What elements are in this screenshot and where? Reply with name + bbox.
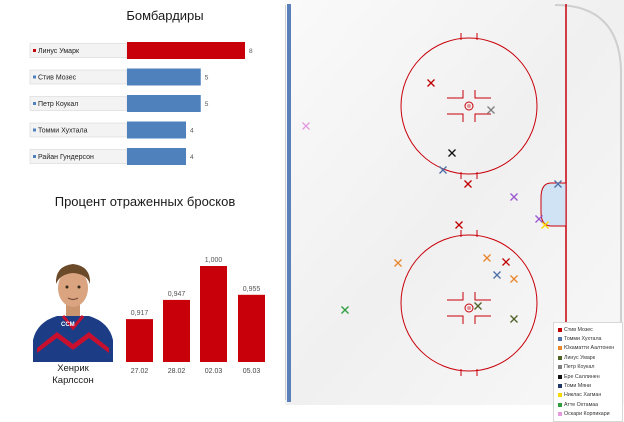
save-pct-value-label: 0,917	[131, 310, 149, 317]
scorer-value-label: 5	[205, 75, 209, 82]
legend-item: Юкаматти Аалтонен	[558, 344, 620, 353]
save-pct-chart-title: Процент отраженных бросков	[54, 194, 236, 209]
scorer-label-swatch	[33, 128, 36, 132]
goalie-first-name: Хенрик	[57, 363, 89, 374]
legend-swatch	[558, 384, 562, 389]
save-pct-bar	[200, 266, 227, 362]
save-pct-date-label: 27.02	[131, 368, 149, 375]
legend-swatch	[558, 393, 562, 398]
shot-marker	[483, 254, 491, 262]
save-pct-value-label: 0,947	[168, 291, 186, 298]
shot-marker	[427, 79, 435, 87]
scorer-label-swatch	[33, 75, 36, 79]
save-pct-date-label: 05.03	[243, 368, 261, 375]
legend-swatch	[558, 327, 562, 332]
goalie-last-name: Карлссон	[52, 375, 94, 386]
shot-marker	[302, 122, 310, 130]
scorer-value-label: 8	[249, 48, 253, 55]
shot-marker	[541, 221, 549, 229]
shot-marker	[487, 106, 495, 114]
save-pct-bar	[126, 319, 153, 362]
legend-label: Юкаматти Аалтонен	[564, 345, 615, 352]
legend-swatch	[558, 346, 562, 351]
shot-marker	[493, 271, 501, 279]
save-pct-bar	[163, 299, 190, 362]
shot-marker	[394, 259, 402, 267]
shot-marker	[439, 166, 447, 174]
shot-marker	[464, 180, 472, 188]
legend-label: Стив Мозес	[564, 326, 593, 333]
save-pct-bar	[238, 294, 265, 362]
shot-marker	[510, 193, 518, 201]
scorer-bar	[127, 42, 245, 59]
shot-marker	[554, 180, 562, 188]
scorer-name-label: Линус Умарк	[38, 48, 80, 55]
stats-panel: Бомбардиры Линус Умарк 8 Стив Мозес 5 Петр К…	[0, 0, 285, 405]
scorer-name-label: Стив Мозес	[38, 75, 77, 82]
save-pct-chart: 0,917 27.02 0,947 28.02 1,000 02.03 0,955 05.03	[126, 257, 265, 375]
legend-label: Ере Саллинен	[564, 373, 600, 380]
legend-item: Томми Хухтала	[558, 334, 620, 343]
shot-marker	[510, 275, 518, 283]
scorer-label-swatch	[33, 49, 36, 52]
scorer-value-label: 4	[190, 128, 194, 135]
scorer-value-label: 5	[205, 101, 209, 108]
shot-marker	[502, 258, 510, 266]
legend-label: Оскари Корпикари	[564, 411, 610, 418]
legend-label: Линус Умарк	[564, 354, 596, 361]
scorer-bar	[127, 121, 186, 139]
scorer-label-swatch	[33, 155, 36, 158]
legend-swatch	[558, 355, 562, 360]
legend-swatch	[558, 374, 562, 379]
scorer-bar	[127, 148, 186, 165]
goalie-name: Хенрик Карлссон	[30, 363, 116, 387]
save-pct-date-label: 28.02	[168, 368, 186, 375]
legend-item: Петр Коукал	[558, 363, 620, 372]
shot-markers	[302, 79, 562, 323]
scorer-name-label: Петр Коукал	[38, 101, 78, 108]
shot-marker	[510, 315, 518, 323]
legend-swatch	[558, 365, 562, 370]
save-pct-value-label: 0,955	[243, 286, 261, 293]
legend-item: Линус Умарк	[558, 353, 620, 362]
scorer-name-label: Райан Гундерсон	[38, 153, 94, 161]
scorer-name-label: Томми Хухтала	[38, 128, 88, 135]
legend-label: Петр Коукал	[564, 364, 595, 371]
goalie-photo: CCM	[27, 252, 119, 362]
legend-label: Никлас Хагман	[564, 392, 602, 399]
shot-marker	[448, 149, 456, 157]
legend-label: Томми Хухтала	[564, 336, 602, 343]
legend-swatch	[558, 412, 562, 417]
scorer-bar	[127, 68, 201, 86]
legend-item: Ере Саллинен	[558, 372, 620, 381]
legend-item: Стив Мозес	[558, 325, 620, 334]
legend-item: Никлас Хагман	[558, 391, 620, 400]
shot-marker	[535, 215, 543, 223]
svg-text:CCM: CCM	[61, 322, 75, 328]
scorers-chart-title: Бомбардиры	[126, 8, 204, 23]
legend-item: Оскари Корпикари	[558, 410, 620, 419]
legend-swatch	[558, 337, 562, 342]
shot-legend: Стив Мозес Томми Хухтала Юкаматти Аалтонен…	[553, 322, 623, 422]
save-pct-date-label: 02.03	[205, 368, 223, 375]
scorer-value-label: 4	[190, 154, 194, 161]
legend-item: Томи Мяни	[558, 381, 620, 390]
scorer-bar	[127, 95, 201, 112]
shot-marker	[341, 306, 349, 314]
scorers-chart: Линус Умарк 8 Стив Мозес 5 Петр Коукал 5 Томми…	[29, 42, 253, 165]
legend-label: Томи Мяни	[564, 383, 592, 390]
shot-marker	[455, 221, 463, 229]
save-pct-value-label: 1,000	[205, 257, 223, 264]
shot-marker	[474, 302, 482, 310]
scorer-label-swatch	[33, 102, 36, 105]
